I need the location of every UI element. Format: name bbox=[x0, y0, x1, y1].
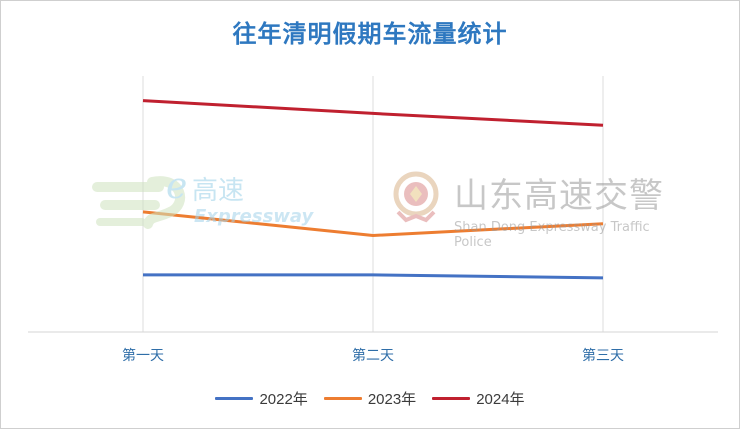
x-tick-label: 第三天 bbox=[582, 347, 624, 364]
x-tick-labels: 第一天 第二天 第三天 bbox=[122, 347, 624, 364]
series-line-2023年 bbox=[142, 210, 604, 238]
legend-item: 2024年 bbox=[432, 388, 525, 409]
series-lines bbox=[142, 99, 604, 280]
x-tick-label: 第一天 bbox=[122, 347, 164, 364]
legend-label: 2022年 bbox=[259, 391, 308, 408]
legend-label: 2024年 bbox=[476, 391, 525, 408]
chart-title: 往年清明假期车流量统计 bbox=[232, 20, 508, 48]
series-line-2022年 bbox=[143, 273, 604, 280]
x-tick-label: 第二天 bbox=[352, 347, 394, 364]
legend-swatch bbox=[323, 397, 362, 400]
legend-label: 2023年 bbox=[367, 391, 417, 408]
legend-item: 2023年 bbox=[323, 388, 417, 409]
legend-swatch bbox=[432, 397, 471, 400]
legend-swatch bbox=[215, 397, 254, 400]
series-line-2024年 bbox=[142, 99, 604, 127]
legend-item: 2022年 bbox=[215, 388, 308, 409]
chart-legend: 2022年 2023年 2024年 bbox=[0, 388, 740, 409]
